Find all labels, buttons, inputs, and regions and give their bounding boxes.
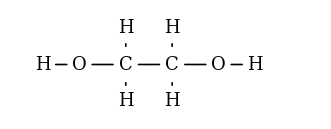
Text: H: H xyxy=(118,92,134,110)
Text: O: O xyxy=(72,55,87,74)
Text: C: C xyxy=(119,55,133,74)
Text: H: H xyxy=(118,19,134,37)
Text: H: H xyxy=(164,92,180,110)
Text: H: H xyxy=(35,55,51,74)
Text: C: C xyxy=(165,55,179,74)
Text: H: H xyxy=(164,19,180,37)
Text: H: H xyxy=(247,55,263,74)
Text: O: O xyxy=(211,55,226,74)
